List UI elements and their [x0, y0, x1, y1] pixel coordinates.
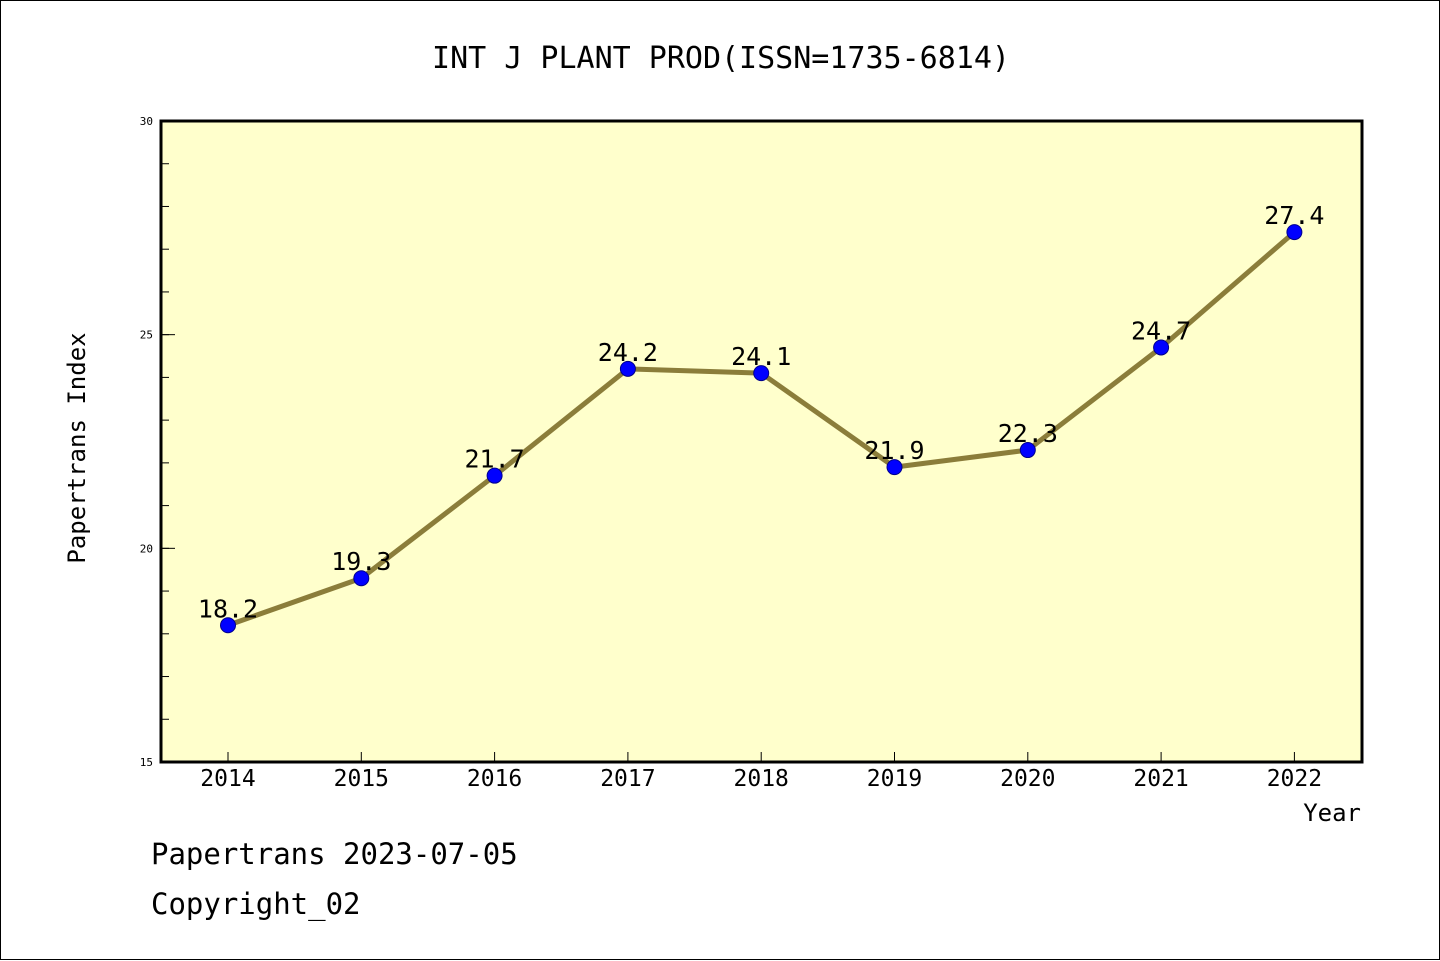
x-tick-label: 2014: [200, 766, 255, 792]
plot-area: [159, 119, 1364, 764]
data-label: 22.3: [998, 419, 1058, 448]
data-label: 21.7: [464, 445, 524, 474]
y-axis-title: Papertrans Index: [63, 332, 91, 563]
x-axis-ticks: 2014 2015 2016 2017 2018 2019 2020 2021 2022: [200, 752, 1322, 792]
data-labels: 18.2 19.3 21.7 24.2 24.1 21.9 22.3 24.7 27.4: [198, 201, 1325, 623]
y-tick-label: 25: [140, 329, 153, 342]
data-point: [353, 570, 370, 587]
y-tick-label: 20: [140, 542, 153, 555]
data-point: [1019, 442, 1036, 459]
data-label: 19.3: [331, 547, 391, 576]
data-point: [486, 467, 503, 484]
y-axis-ticks: 15 20 25 30: [140, 115, 175, 769]
x-tick-label: 2020: [1000, 766, 1055, 792]
x-tick-label: 2021: [1133, 766, 1188, 792]
data-point: [753, 365, 770, 382]
y-tick-label: 15: [140, 756, 153, 769]
x-tick-label: 2018: [734, 766, 789, 792]
data-label: 24.1: [731, 342, 791, 371]
x-tick-label: 2017: [600, 766, 655, 792]
data-point: [619, 360, 636, 377]
data-label: 24.2: [598, 338, 658, 367]
chart-title: INT J PLANT PROD(ISSN=1735-6814): [432, 41, 1010, 76]
x-tick-label: 2022: [1267, 766, 1322, 792]
x-tick-label: 2016: [467, 766, 522, 792]
y-tick-label: 30: [140, 115, 153, 128]
x-axis-title: Year: [1303, 799, 1361, 827]
data-point: [1286, 224, 1303, 241]
data-label: 27.4: [1264, 201, 1324, 230]
footer-copyright: Copyright_02: [151, 887, 361, 922]
data-label: 18.2: [198, 594, 258, 623]
data-label: 24.7: [1131, 316, 1191, 345]
x-tick-label: 2019: [867, 766, 922, 792]
data-markers: [220, 224, 1303, 634]
data-label: 21.9: [864, 436, 924, 465]
data-point: [886, 459, 903, 476]
x-tick-label: 2015: [334, 766, 389, 792]
footer-source: Papertrans 2023-07-05: [151, 837, 518, 871]
data-point: [1153, 339, 1170, 356]
data-point: [220, 617, 236, 634]
